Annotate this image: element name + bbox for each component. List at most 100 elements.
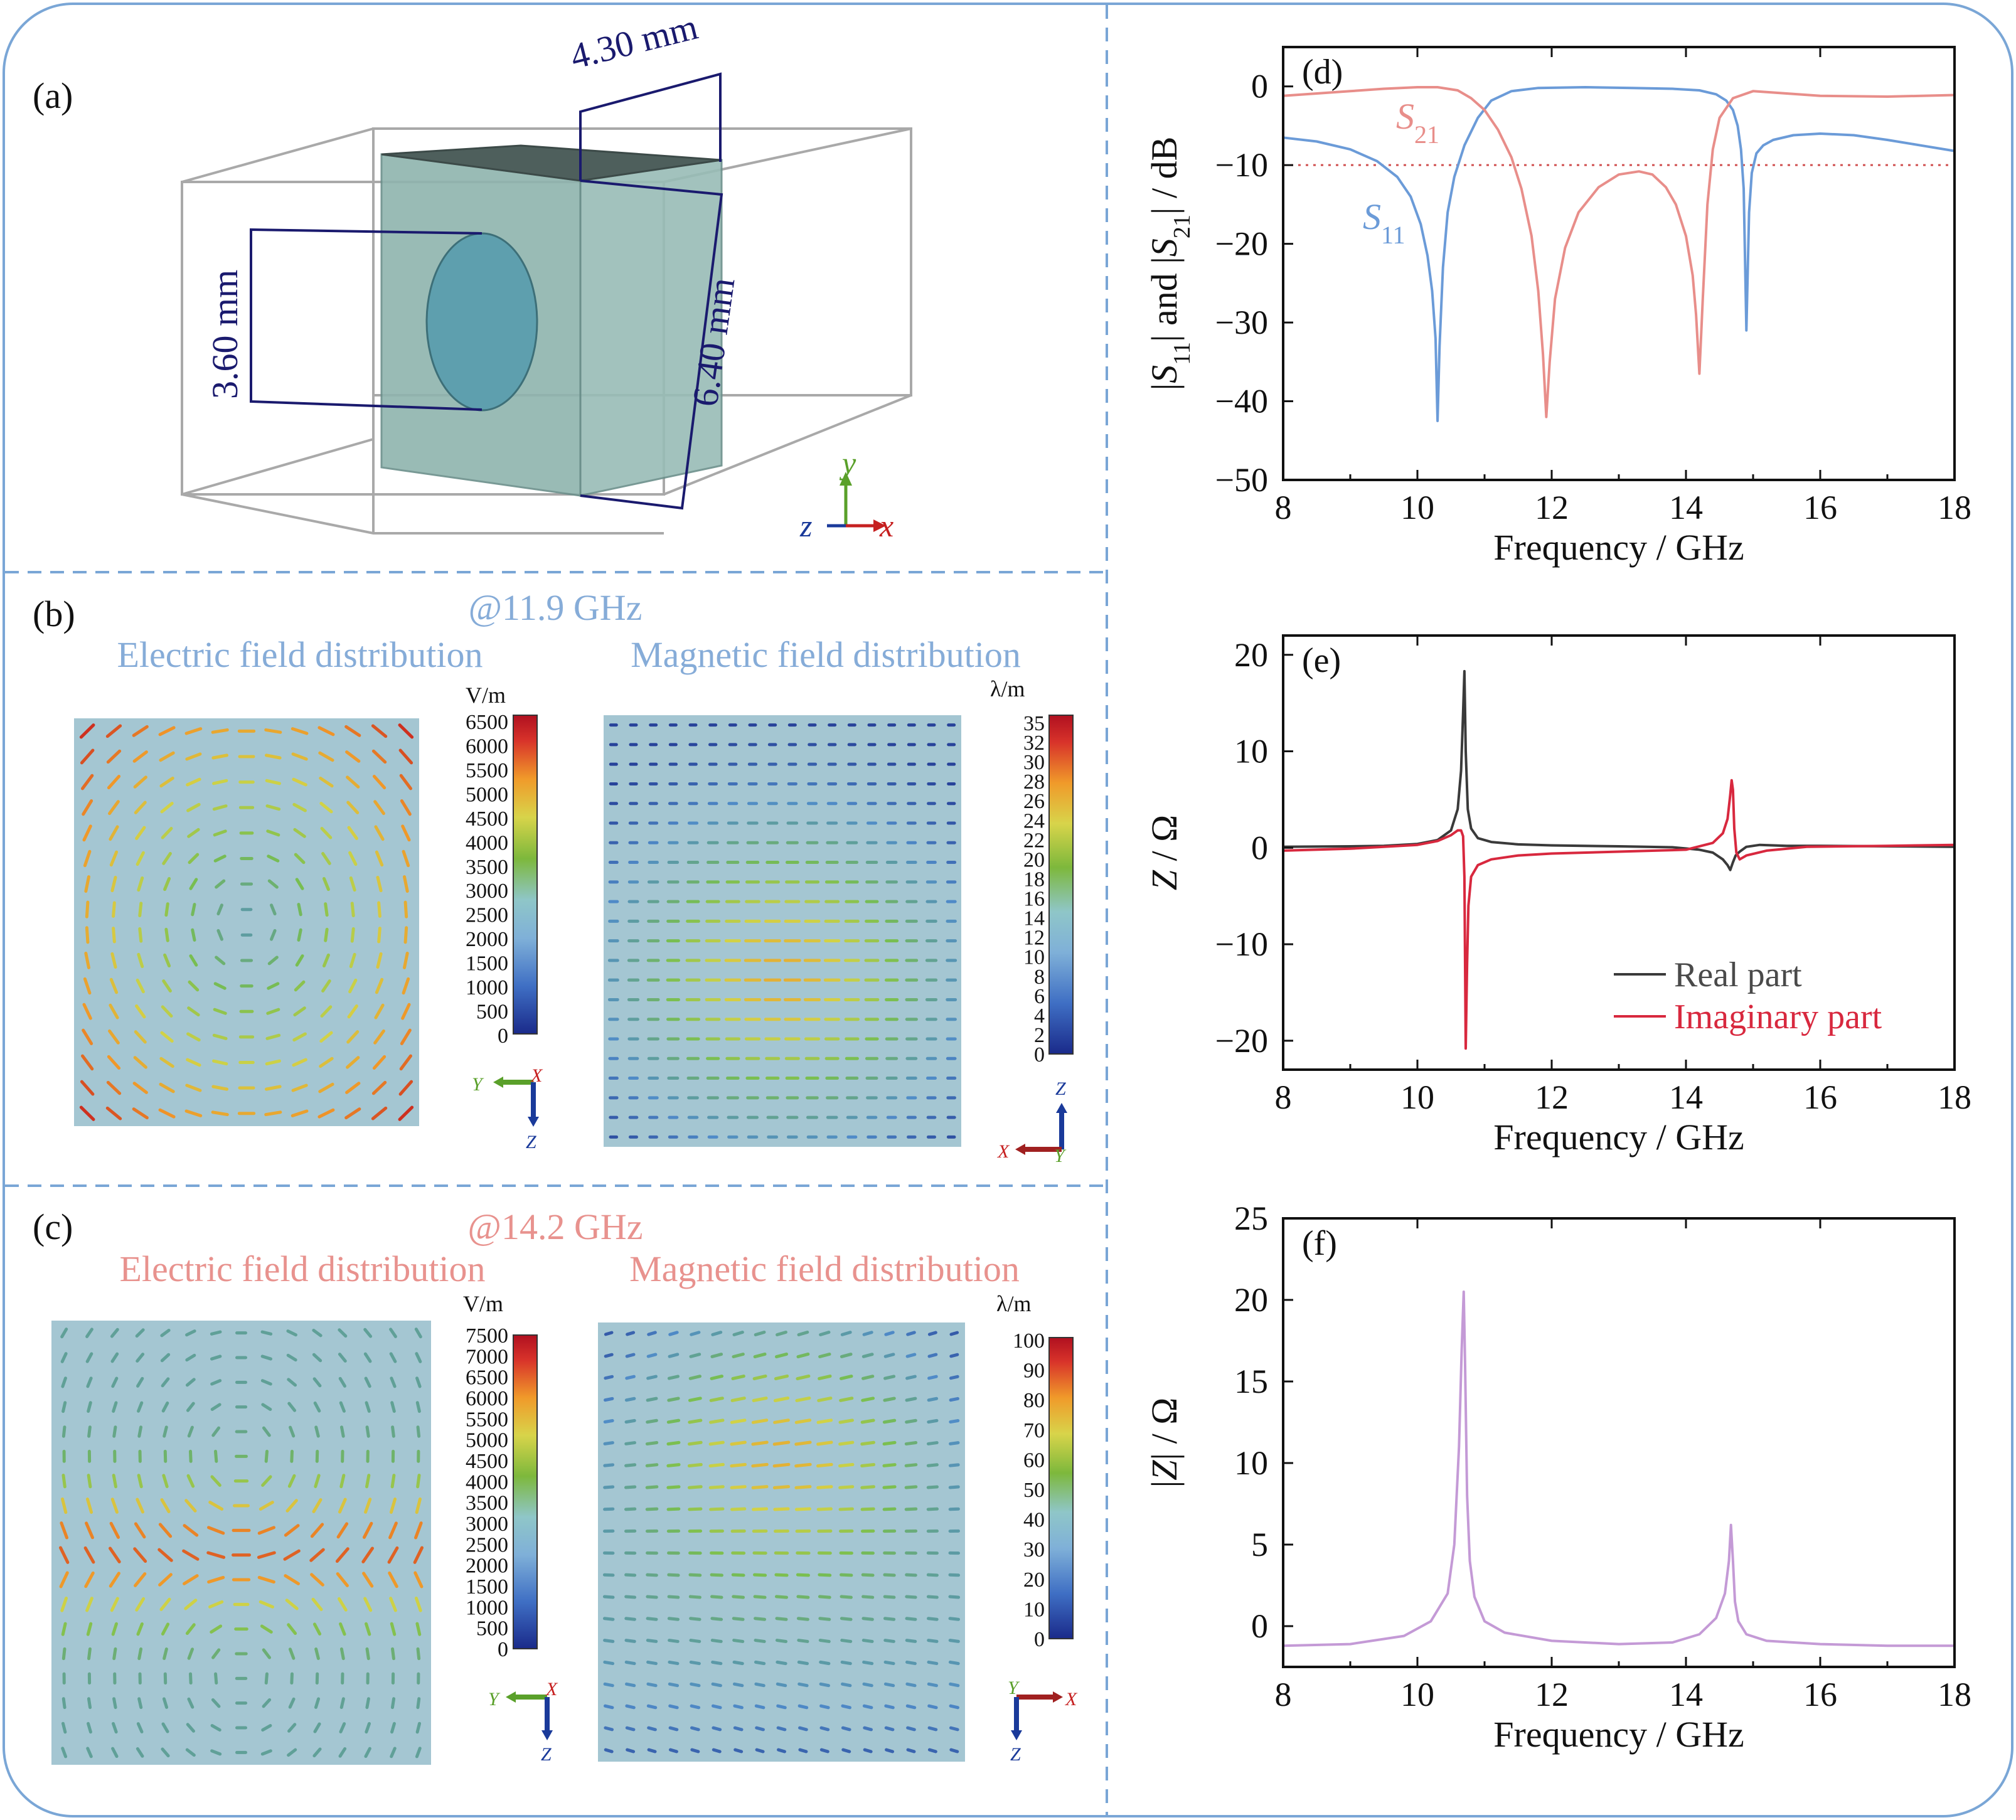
field-arrow	[105, 724, 122, 738]
field-arrow	[666, 1463, 681, 1467]
field-arrow	[60, 1521, 68, 1540]
colorbar-tick: 1000	[466, 976, 508, 999]
field-arrow	[257, 1551, 276, 1559]
field-arrow	[339, 1474, 346, 1489]
field-arrow	[185, 1748, 196, 1757]
field-arrow	[160, 1353, 171, 1363]
chart-e: 8 10 12 14 16 18 20 10 0 −10 −20 Frequency / GHz Z /…	[1144, 634, 1971, 1157]
svg-text:X: X	[530, 1065, 543, 1086]
field-arrow	[187, 1006, 200, 1017]
field-arrow	[905, 1704, 917, 1710]
field-arrow	[111, 1376, 119, 1388]
colorbar-tick: 3500	[466, 856, 508, 879]
c-m-field-plot	[598, 1322, 965, 1762]
field-arrow	[185, 1378, 196, 1387]
y-tick-label: 0	[1251, 829, 1268, 866]
colorbar-tick: 14	[1023, 907, 1045, 930]
field-arrow	[861, 1617, 874, 1621]
field-arrow	[731, 1375, 745, 1380]
field-arrow	[732, 1617, 745, 1621]
field-arrow	[185, 1353, 196, 1362]
field-arrow	[264, 1110, 282, 1117]
field-arrow	[884, 1704, 895, 1710]
field-arrow	[107, 1055, 121, 1070]
field-arrow	[885, 1748, 895, 1753]
field-arrow	[85, 926, 90, 944]
field-arrow	[185, 1083, 202, 1092]
field-arrow	[414, 1596, 422, 1612]
field-arrow	[883, 1639, 895, 1643]
field-arrow	[398, 1105, 414, 1121]
field-arrow	[732, 1331, 744, 1336]
field-arrow	[624, 1418, 636, 1424]
colorbar-tick: 90	[1023, 1360, 1045, 1383]
field-arrow	[861, 1375, 875, 1380]
field-arrow	[313, 1401, 321, 1413]
field-arrow	[905, 1397, 917, 1402]
field-arrow	[797, 1639, 809, 1643]
field-arrow	[390, 1722, 396, 1734]
field-arrow	[883, 1660, 895, 1666]
field-arrow	[260, 1330, 273, 1336]
field-arrow	[862, 1331, 873, 1336]
field-arrow	[798, 1726, 808, 1732]
field-arrow	[138, 902, 143, 918]
field-arrow	[776, 1330, 787, 1337]
field-arrow	[109, 977, 119, 994]
chart-f: 8 10 12 14 16 18 25 20 15 10 5 0 Frequency / GHz |Z| …	[1144, 1200, 1971, 1755]
field-arrow	[82, 1003, 92, 1020]
field-arrow	[297, 928, 302, 942]
field-arrow	[730, 1462, 747, 1468]
field-arrow	[795, 1397, 811, 1402]
field-arrow	[364, 1747, 371, 1759]
field-arrow	[112, 901, 116, 918]
colorbar-tick: 32	[1023, 732, 1045, 755]
field-arrow	[819, 1682, 831, 1688]
field-arrow	[210, 1724, 221, 1732]
field-arrow	[838, 1485, 855, 1489]
panel-c-m-title: Magnetic field distribution	[629, 1248, 1020, 1289]
field-arrow	[906, 1726, 916, 1732]
field-arrow	[948, 1660, 960, 1666]
field-arrow	[159, 1082, 175, 1094]
field-arrow	[136, 1622, 144, 1636]
field-arrow	[210, 1354, 222, 1361]
field-arrow	[86, 1747, 93, 1759]
field-arrow	[83, 849, 92, 868]
field-arrow	[708, 1485, 725, 1489]
field-arrow	[646, 1397, 658, 1402]
field-arrow	[711, 1682, 722, 1688]
field-arrow	[322, 877, 330, 891]
field-arrow	[416, 1647, 421, 1661]
field-arrow	[136, 1376, 144, 1388]
field-arrow	[297, 903, 302, 917]
x-tick-label: 8	[1275, 1078, 1292, 1116]
field-arrow	[215, 879, 226, 889]
field-arrow	[819, 1748, 829, 1753]
field-arrow	[346, 801, 360, 814]
field-arrow	[210, 1403, 221, 1411]
x-tick-label: 12	[1535, 1676, 1569, 1713]
field-arrow	[339, 1697, 345, 1710]
field-arrow	[710, 1639, 723, 1643]
field-arrow	[61, 1401, 67, 1413]
field-arrow	[159, 1597, 171, 1611]
field-arrow	[208, 1501, 224, 1511]
field-arrow	[688, 1418, 703, 1424]
field-arrow	[108, 1029, 120, 1045]
colorbar-tick: 50	[1023, 1479, 1045, 1502]
field-arrow	[314, 1425, 320, 1438]
panel-c: (c) @14.2 GHz Electric field distributio…	[33, 1206, 1078, 1765]
field-arrow	[838, 1418, 854, 1424]
field-arrow	[321, 979, 331, 992]
colorbar-tick: 18	[1023, 868, 1045, 891]
field-arrow	[927, 1397, 939, 1402]
y-tick-label: −20	[1215, 1022, 1268, 1060]
field-arrow	[754, 1682, 765, 1688]
field-arrow	[371, 1080, 387, 1095]
field-arrow	[85, 1498, 93, 1514]
field-arrow	[363, 1352, 372, 1363]
field-arrow	[646, 1660, 658, 1666]
field-arrow	[415, 1722, 422, 1734]
field-arrow	[295, 878, 304, 890]
